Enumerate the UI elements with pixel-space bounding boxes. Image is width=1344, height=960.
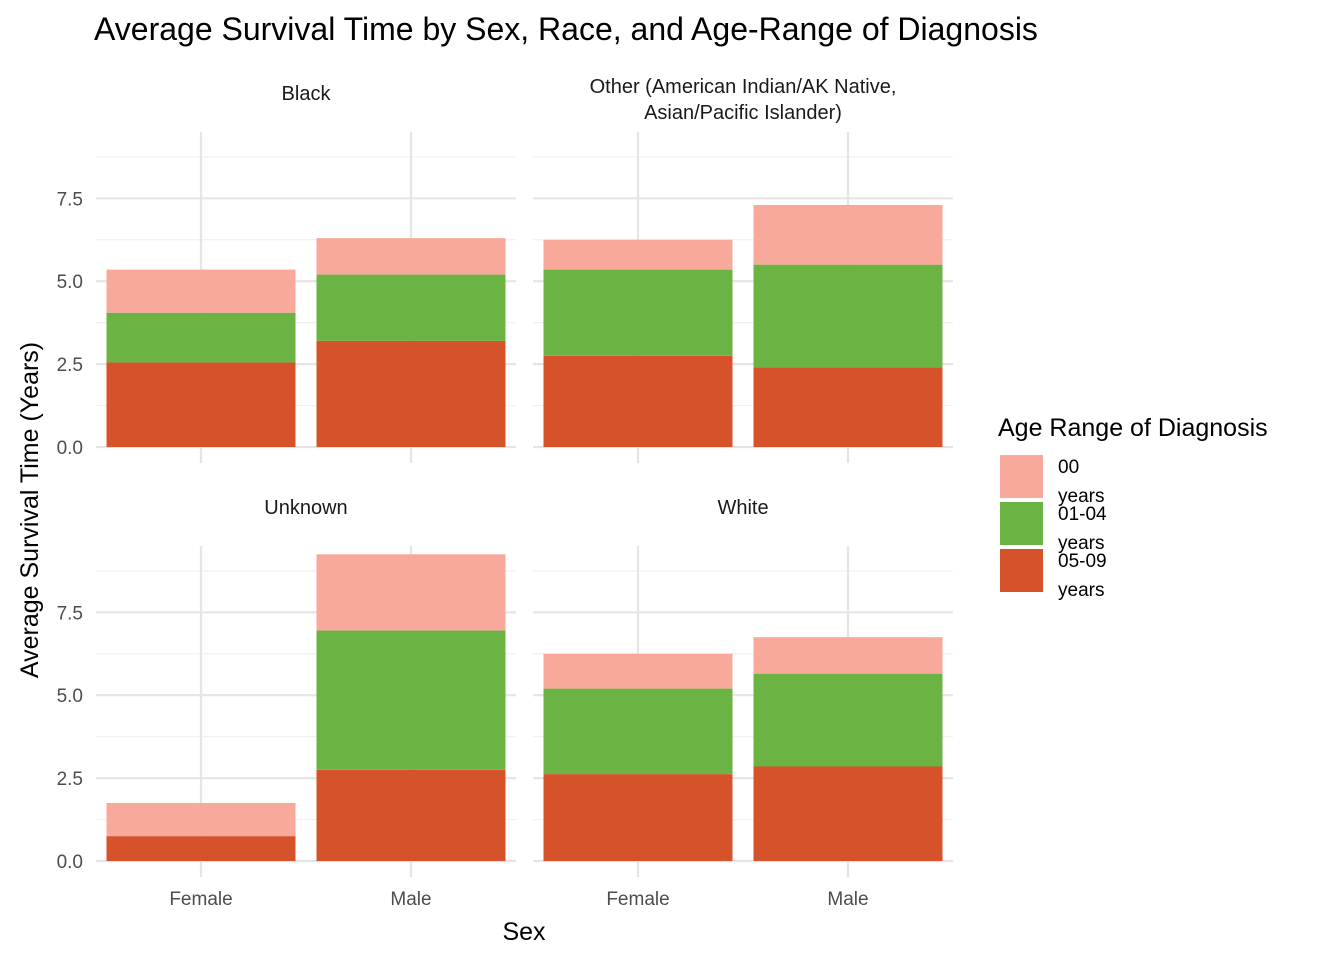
bar-segment <box>753 673 943 767</box>
y-tick-label: 7.5 <box>57 189 83 210</box>
x-tick-label: Female <box>169 889 232 910</box>
bar-segment <box>316 554 506 631</box>
legend-key <box>1000 502 1043 545</box>
legend-label: 01-04 <box>1058 504 1107 525</box>
y-tick-label: 0.0 <box>57 438 83 459</box>
facet-strip-label: Other (American Indian/AK Native, <box>590 76 897 98</box>
legend-label: years <box>1058 533 1104 554</box>
x-axis-title: Sex <box>502 918 546 946</box>
bar-segment <box>753 204 943 265</box>
y-tick-label: 2.5 <box>57 769 83 790</box>
legend-label: 00 <box>1058 457 1079 478</box>
x-tick-label: Male <box>827 889 868 910</box>
chart-title: Average Survival Time by Sex, Race, and … <box>94 11 1038 47</box>
y-tick-label: 5.0 <box>57 272 83 293</box>
legend-title: Age Range of Diagnosis <box>998 414 1268 442</box>
y-tick-label: 5.0 <box>57 686 83 707</box>
facet-panel: Black 0.0 2.5 5.0 7.5 <box>57 83 516 463</box>
bar-segment <box>543 653 733 689</box>
bar-segment <box>753 367 943 447</box>
facet-strip-label: Unknown <box>264 497 347 519</box>
bar-segment <box>753 766 943 861</box>
legend-key <box>1000 549 1043 592</box>
legend-label: years <box>1058 486 1104 507</box>
bar-segment <box>543 355 733 447</box>
legend-label: 05-09 <box>1058 551 1107 572</box>
bar-segment <box>543 269 733 356</box>
legend: Age Range of Diagnosis 00years01-04years… <box>998 414 1268 601</box>
bar-segment <box>106 836 296 861</box>
bar-segment <box>316 630 506 770</box>
facet-panel: Other (American Indian/AK Native, Asian/P… <box>533 76 953 463</box>
bar-segment <box>543 688 733 775</box>
bar-segment <box>543 239 733 270</box>
x-tick-label: Male <box>390 889 431 910</box>
bar-segment <box>106 312 296 363</box>
facet-panels: Black 0.0 2.5 5.0 7.5 Other (American Indian/… <box>57 76 953 910</box>
bar-segment <box>753 264 943 368</box>
bar-segment <box>543 774 733 861</box>
facet-panel: White Female Male <box>533 497 953 910</box>
bar-segment <box>106 269 296 313</box>
legend-key <box>1000 455 1043 498</box>
legend-label: years <box>1058 580 1104 601</box>
bar-segment <box>106 802 296 837</box>
facet-strip-label: Black <box>282 83 332 105</box>
facet-strip-label: Asian/Pacific Islander) <box>644 102 842 124</box>
y-axis-title: Average Survival Time (Years) <box>16 342 44 678</box>
bar-segment <box>316 238 506 275</box>
facet-panel: Unknown 0.0 2.5 5.0 7.5 Female Male <box>57 497 516 910</box>
bar-segment <box>106 362 296 447</box>
y-tick-label: 0.0 <box>57 852 83 873</box>
bar-segment <box>316 769 506 861</box>
bar-segment <box>753 637 943 674</box>
bar-segment <box>316 274 506 341</box>
x-tick-label: Female <box>606 889 669 910</box>
y-tick-label: 2.5 <box>57 355 83 376</box>
bar-segment <box>316 340 506 447</box>
facet-strip-label: White <box>717 497 768 519</box>
y-tick-label: 7.5 <box>57 603 83 624</box>
